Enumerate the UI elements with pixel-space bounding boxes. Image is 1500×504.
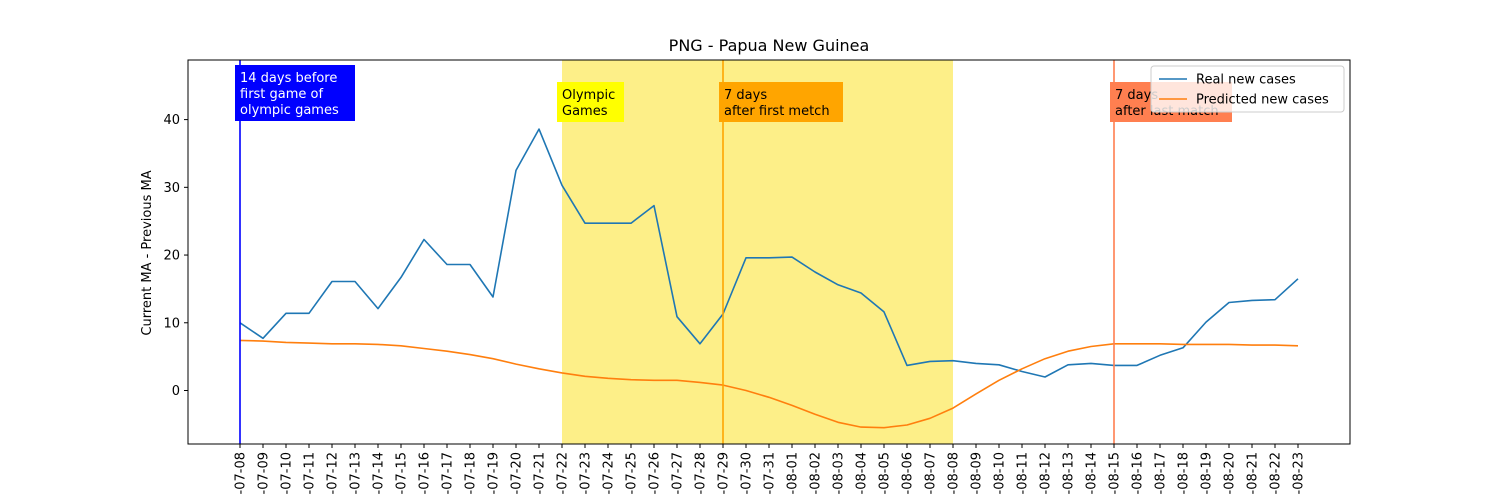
y-tick-label: 20 [163,249,180,264]
x-tick-label: -07-09 [257,452,272,494]
annotation-14-days-before-text-3: olympic games [240,103,339,118]
y-axis-label: Current MA - Previous MA [140,170,155,335]
x-tick-label: -07-14 [372,452,387,494]
x-tick-label: -08-13 [1062,452,1077,494]
x-tick-label: -07-26 [648,452,663,494]
annotation-14-days-before-text-1: 14 days before [240,71,337,86]
x-tick-label: -07-22 [556,452,571,494]
x-tick-label: -08-09 [970,452,985,494]
annotation-after-last-match-text-1: 7 days [1115,88,1158,103]
annotation-after-first-match-text-1: 7 days [724,88,767,103]
x-tick-label: -07-19 [487,452,502,494]
x-tick-label: -07-10 [280,452,295,494]
annotation-after-first-match-text-2: after first metch [724,104,830,119]
x-tick-label: -07-11 [303,452,318,494]
x-tick-label: -08-14 [1085,452,1100,494]
x-tick-label: -08-06 [901,452,916,494]
x-tick-label: -07-25 [625,452,640,494]
x-tick-label: -07-31 [763,452,778,494]
x-tick-label: -07-29 [717,452,732,494]
x-tick-label: -07-08 [234,452,249,494]
x-tick-label: -08-12 [1039,452,1054,494]
x-tick-label: -08-16 [1131,452,1146,494]
x-tick-label: -08-18 [1177,452,1192,494]
x-tick-label: -07-21 [533,452,548,494]
x-tick-label: -08-04 [855,452,870,494]
x-tick-label: -07-17 [441,452,456,494]
x-tick-label: -08-23 [1292,452,1307,494]
x-tick-label: -08-03 [832,452,847,494]
annotation-olympic-games-text-1: Olympic [562,88,615,103]
x-tick-label: -07-30 [740,452,755,494]
x-tick-label: -08-20 [1223,452,1238,494]
x-tick-label: -08-05 [878,452,893,494]
x-tick-label: -08-10 [993,452,1008,494]
y-tick-label: 40 [163,113,180,128]
legend-box [1150,65,1345,113]
x-tick-label: -07-13 [349,452,364,494]
x-tick-label: -08-01 [786,452,801,494]
series-line-1 [239,128,1299,378]
y-tick-label: 30 [163,181,180,196]
x-tick-label: -07-28 [694,452,709,494]
x-tick-label: -07-15 [395,452,410,494]
x-tick-label: -07-18 [464,452,479,494]
x-tick-label: -08-21 [1246,452,1261,494]
annotation-14-days-before-box [235,65,355,121]
x-tick-label: -08-17 [1154,452,1169,494]
annotation-olympic-games-text-2: Games [562,104,608,119]
annotation-olympic-games-box [557,82,624,122]
legend-label-2: Predicted new cases [1196,93,1329,108]
annotation-14-days-before-text-2: first game of [240,87,324,102]
x-tick-label: -07-23 [579,452,594,494]
series-line-2 [239,339,1299,429]
x-tick-label: -08-11 [1016,452,1031,494]
x-tick-label: -07-27 [671,452,686,494]
annotation-after-first-match-box [719,82,843,122]
y-tick-label: 0 [172,384,180,399]
x-tick-label: -08-19 [1200,452,1215,494]
x-tick-label: -08-08 [947,452,962,494]
x-tick-label: -07-24 [602,452,617,494]
x-tick-label: -08-15 [1108,452,1123,494]
x-tick-label: -07-16 [418,452,433,494]
x-tick-label: -08-02 [809,452,824,494]
x-tick-label: -08-22 [1269,452,1284,494]
chart-title: PNG - Papua New Guinea [669,36,870,55]
x-tick-label: -07-12 [326,452,341,494]
legend-label-1: Real new cases [1196,73,1296,88]
y-tick-label: 10 [163,316,180,331]
x-tick-label: -07-20 [510,452,525,494]
x-tick-label: -08-07 [924,452,939,494]
